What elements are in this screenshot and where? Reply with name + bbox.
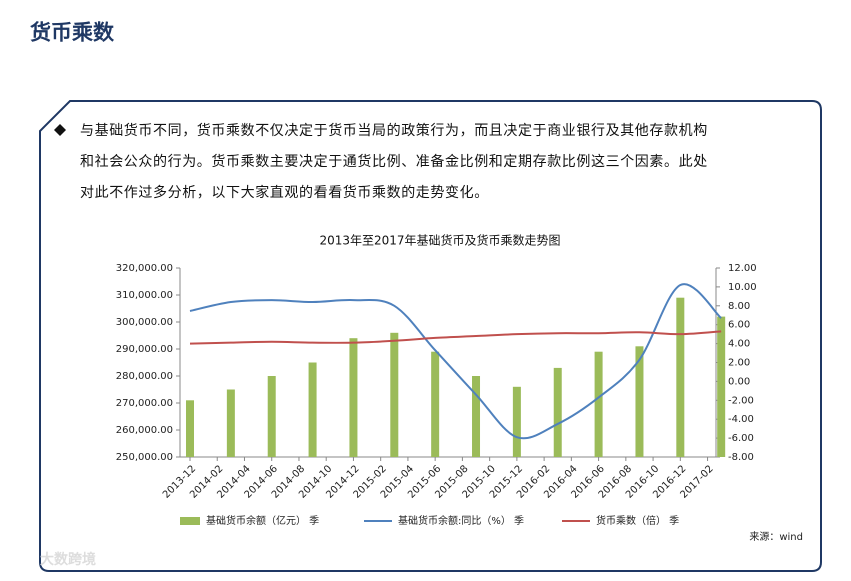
y-tick-label: 300,000.00: [116, 317, 173, 328]
bar: [267, 376, 276, 457]
y-tick-label: 320,000.00: [116, 263, 173, 274]
bar: [226, 389, 235, 457]
legend-label: 货币乘数（倍） 季: [596, 514, 679, 527]
y2-tick-label: 2.00: [728, 358, 750, 369]
bar: [349, 338, 358, 457]
bar: [472, 376, 481, 457]
y2-tick-label: -6.00: [728, 433, 754, 444]
paragraph-line: 和社会公众的行为。货币乘数主要决定于通货比例、准备金比例和定期存款比例这三个因素…: [80, 153, 708, 170]
y2-tick-label: 8.00: [728, 301, 750, 312]
legend-swatch: [180, 517, 200, 525]
y-tick-label: 250,000.00: [116, 452, 173, 463]
y2-tick-label: -4.00: [728, 414, 754, 425]
y2-tick-label: -2.00: [728, 395, 754, 406]
y2-tick-label: 6.00: [728, 320, 750, 331]
paragraph-line: 对此不作过多分析，以下大家直观的看看货币乘数的走势变化。: [80, 184, 489, 201]
y2-tick-label: 10.00: [728, 282, 757, 293]
bar: [512, 386, 521, 457]
y2-tick-label: -8.00: [728, 452, 754, 463]
y-tick-label: 260,000.00: [116, 425, 173, 436]
bar: [553, 367, 562, 457]
legend-label: 基础货币余额（亿元） 季: [206, 514, 319, 527]
y-tick-label: 310,000.00: [116, 290, 173, 301]
bar: [431, 351, 440, 457]
bar: [676, 297, 685, 457]
content-frame: [39, 100, 822, 572]
bar: [308, 362, 317, 457]
y2-tick-label: 4.00: [728, 339, 750, 350]
y2-tick-label: 12.00: [728, 263, 757, 274]
paragraph-line: 与基础货币不同，货币乘数不仅决定于货币当局的政策行为，而且决定于商业银行及其他存…: [80, 122, 708, 139]
legend-label: 基础货币余额:同比（%） 季: [398, 514, 524, 527]
y-tick-label: 270,000.00: [116, 398, 173, 409]
y2-tick-label: 0.00: [728, 376, 750, 387]
watermark: 大数跨境: [40, 551, 96, 568]
bar: [635, 346, 644, 457]
y-tick-label: 280,000.00: [116, 371, 173, 382]
line: [189, 283, 722, 440]
bar: [717, 316, 726, 457]
bullet: [54, 124, 66, 136]
line: [189, 330, 722, 345]
bar: [390, 332, 399, 457]
bar: [594, 351, 603, 457]
chart-title: 2013年至2017年基础货币及货币乘数走势图: [319, 233, 560, 248]
bar: [186, 400, 194, 457]
slide-title: 货币乘数: [30, 20, 115, 45]
source: 来源：wind: [749, 530, 803, 543]
y-tick-label: 290,000.00: [116, 344, 173, 355]
